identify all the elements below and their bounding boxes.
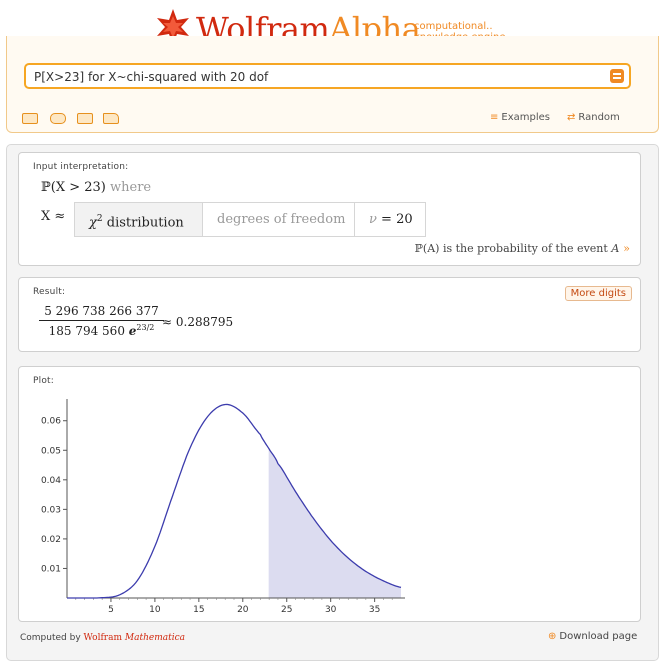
probability-note[interactable]: ℙ(A) is the probability of the event A» — [414, 242, 630, 255]
y-tick-label: 0.03 — [41, 505, 61, 515]
y-tick-label: 0.05 — [41, 446, 61, 456]
x-tick-label: 25 — [281, 605, 292, 615]
pod-title: Input interpretation: — [33, 162, 129, 172]
input-interpretation-pod: Input interpretation: ℙ(X > 23) where X … — [18, 152, 641, 266]
y-tick-label: 0.04 — [41, 476, 61, 486]
download-page-link[interactable]: ⊕ Download page — [548, 631, 638, 642]
y-tick-label: 0.01 — [41, 564, 61, 574]
fraction-numerator: 5 296 738 266 377 — [39, 304, 164, 321]
distribution-name: χ2 distribution — [75, 203, 203, 236]
x-tick-label: 5 — [108, 605, 114, 615]
y-tick-label: 0.02 — [41, 535, 61, 545]
chi-squared-plot: 5 10 15 20 25 30 35 0.01 0.02 0.03 0.04 0.05 0.06 — [41, 399, 405, 615]
y-tick-label: 0.06 — [41, 417, 61, 427]
spikey-logo-icon — [157, 9, 189, 45]
x-tick-label: 30 — [325, 605, 337, 615]
plot-pod: Plot: 5 10 15 20 25 30 35 0.01 0.02 0.03 0.04 0.05 0… — [18, 366, 641, 622]
shuffle-icon: ⇄ — [567, 112, 576, 123]
list-lines-icon: ≡ — [490, 112, 499, 123]
pod-title: Result: — [33, 287, 66, 297]
camera-icon[interactable] — [49, 112, 67, 124]
list-icon[interactable] — [76, 112, 94, 124]
x-tick-label: 10 — [149, 605, 161, 615]
result-fraction: 5 296 738 266 377 185 794 560 e23/2 — [39, 304, 164, 338]
more-digits-button[interactable]: More digits — [564, 286, 632, 301]
result-pod: Result: More digits 5 296 738 266 377 18… — [18, 277, 641, 352]
x-tick-label: 35 — [369, 605, 380, 615]
probability-expression: ℙ(X > 23) where — [41, 180, 152, 195]
keyboard-icon[interactable] — [21, 112, 39, 124]
x-tick-label: 20 — [237, 605, 249, 615]
folder-icon[interactable] — [102, 112, 120, 124]
x-tick-label: 15 — [193, 605, 204, 615]
distribution-table: χ2 distribution degrees of freedom ν = 2… — [74, 202, 426, 237]
search-submit-icon[interactable] — [610, 69, 624, 83]
search-box[interactable] — [24, 63, 631, 89]
shaded-tail-area — [269, 449, 401, 598]
search-input[interactable] — [34, 68, 604, 86]
fraction-denominator: 185 794 560 e23/2 — [48, 323, 155, 338]
result-approximation: ≈ 0.288795 — [162, 315, 234, 329]
parameter-value: ν = 20 — [369, 212, 413, 227]
download-icon: ⊕ — [548, 631, 557, 642]
density-curve — [67, 403, 402, 599]
random-link[interactable]: ⇄ Random — [567, 112, 620, 123]
computed-by-credit[interactable]: Computed by Wolfram Mathematica — [20, 633, 186, 643]
variable-approx: X ≈ — [41, 209, 66, 224]
examples-link[interactable]: ≡ Examples — [490, 112, 550, 123]
pod-title: Plot: — [33, 376, 54, 386]
parameter-label: degrees of freedom — [203, 203, 355, 236]
chevron-right-icon: » — [623, 242, 630, 255]
